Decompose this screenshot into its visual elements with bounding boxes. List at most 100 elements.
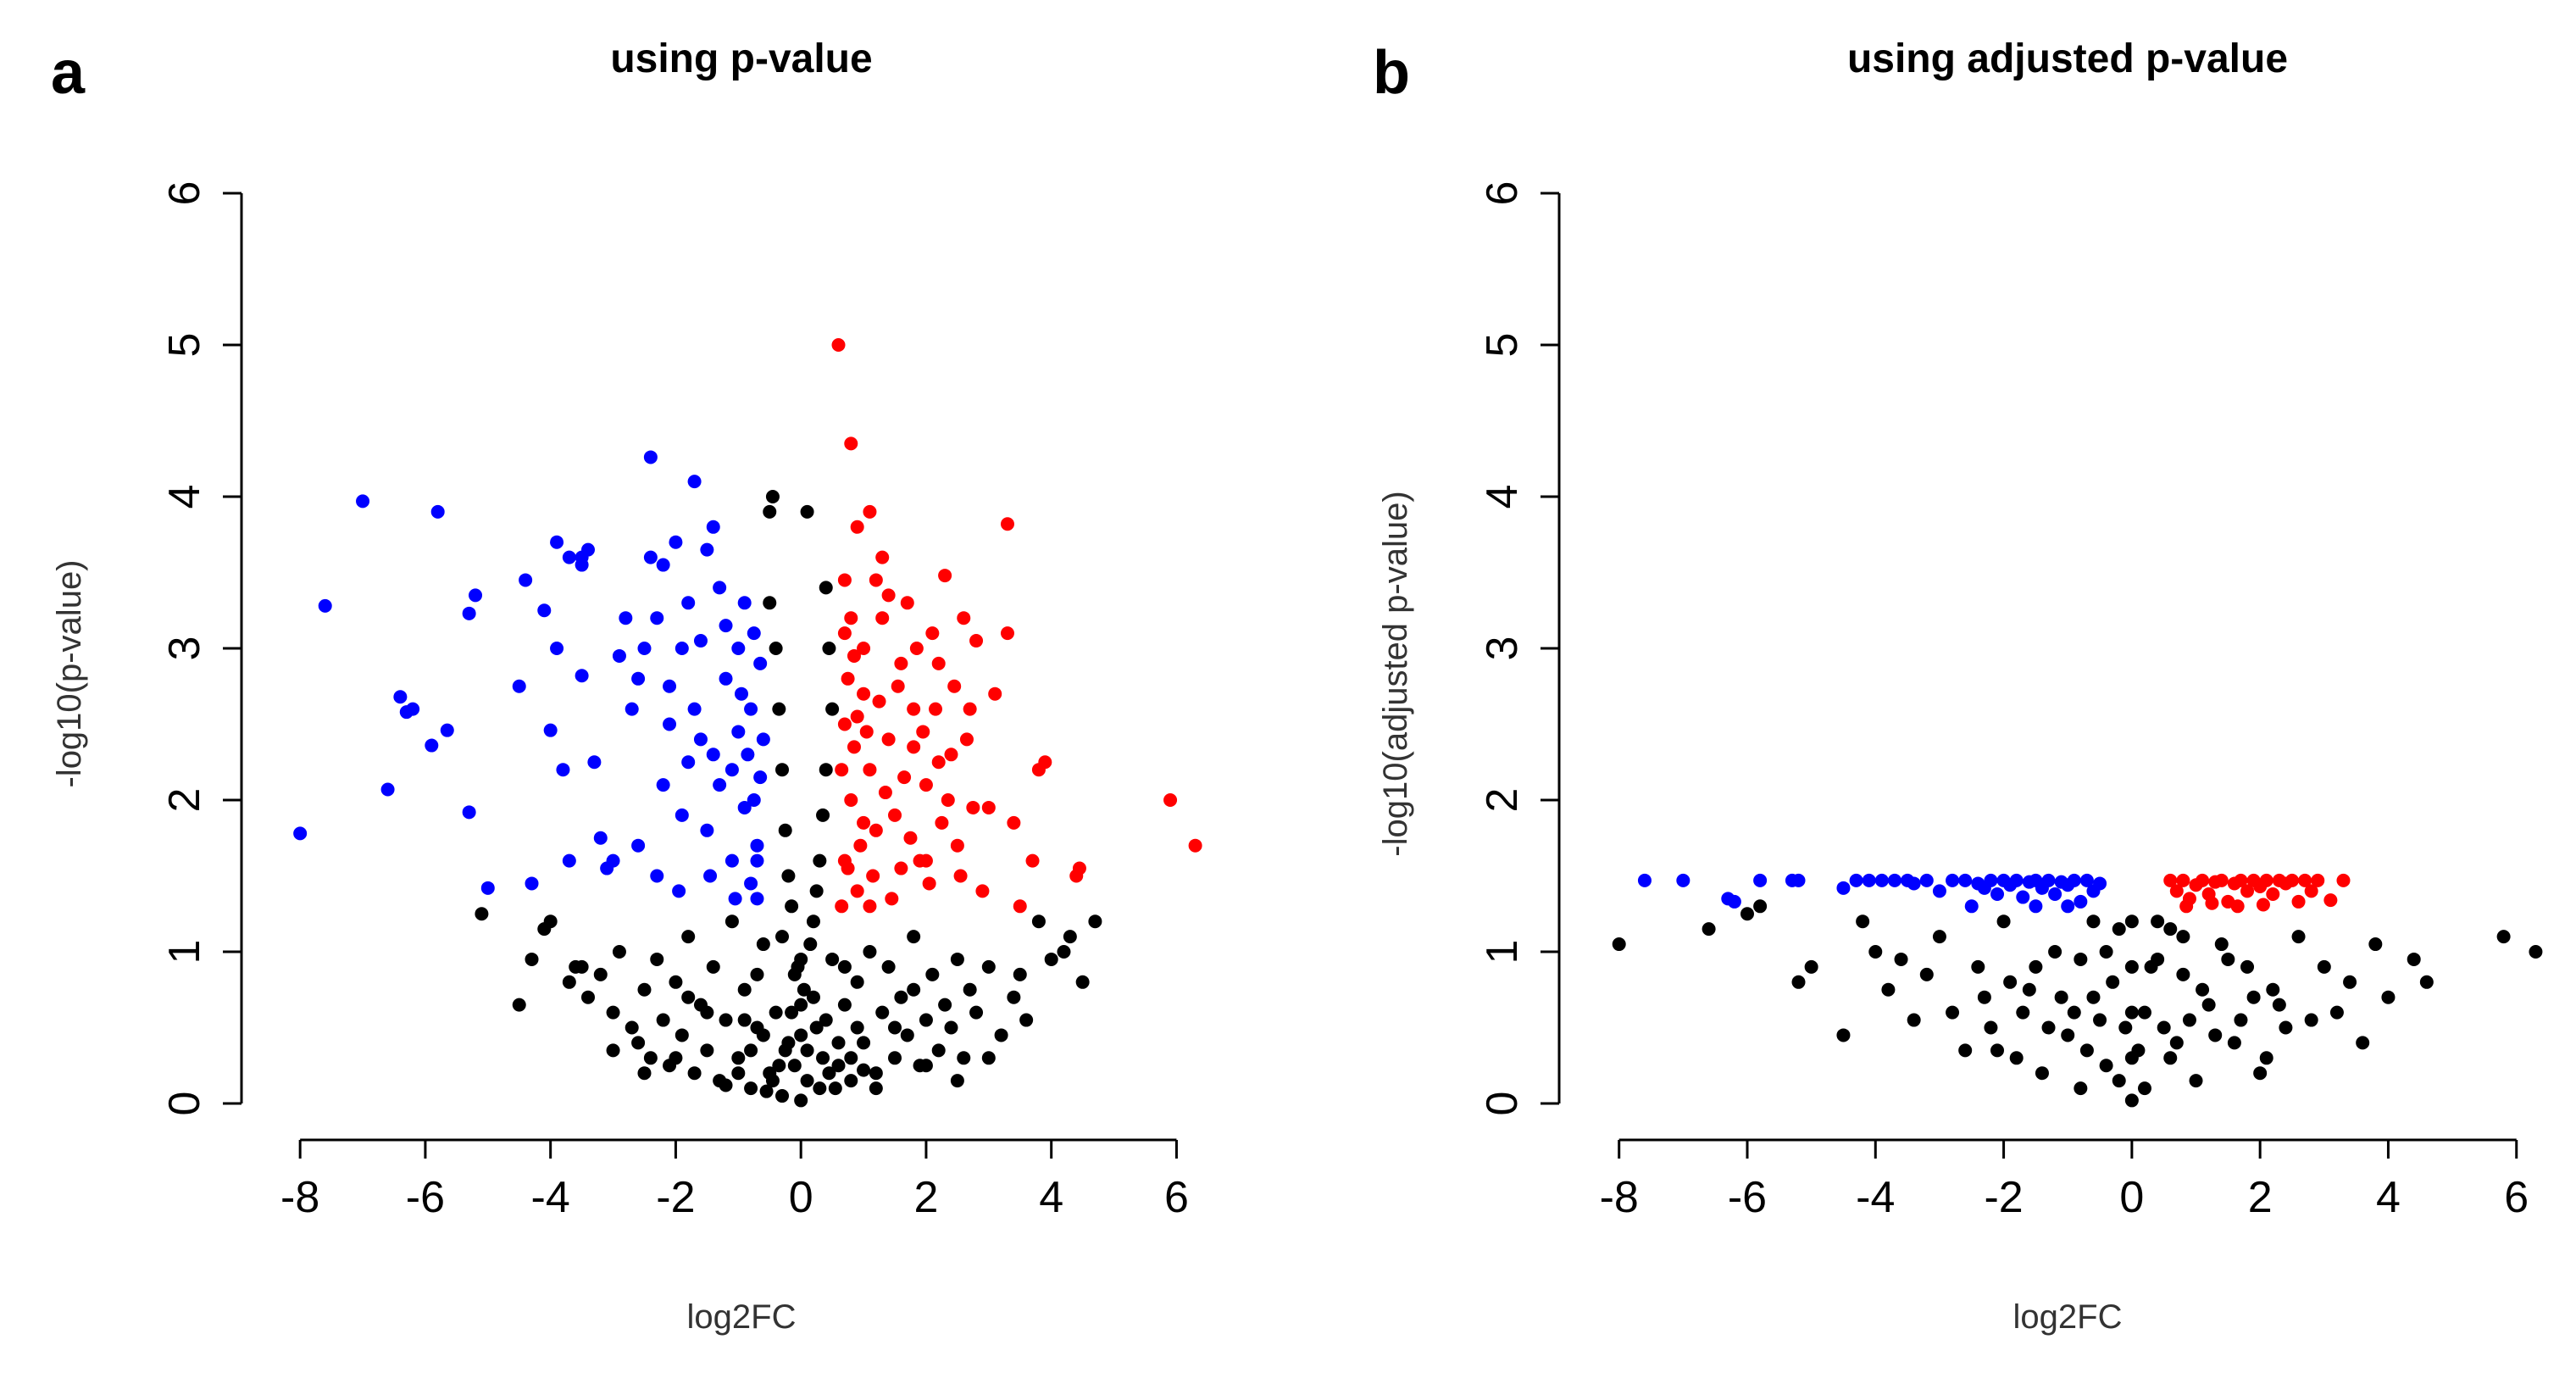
data-point-ns — [569, 959, 583, 974]
data-point-ns — [2009, 1051, 2024, 1065]
data-point-down — [440, 723, 454, 737]
data-point-down — [700, 542, 714, 557]
data-point-ns — [737, 982, 752, 997]
data-point-ns — [525, 952, 539, 966]
data-point-ns — [700, 1043, 714, 1058]
x-tick-label: -2 — [656, 1173, 695, 1222]
data-point-ns — [2137, 1081, 2151, 1096]
data-point-up — [835, 899, 849, 914]
data-point-ns — [775, 763, 790, 777]
data-point-up — [2259, 873, 2273, 887]
data-point-up — [1163, 793, 1178, 807]
data-point-ns — [857, 1063, 871, 1077]
data-point-down — [1849, 873, 1863, 887]
data-point-ns — [637, 1066, 652, 1081]
data-point-up — [922, 876, 936, 891]
data-point-up — [907, 740, 921, 754]
data-point-ns — [1881, 982, 1896, 997]
data-point-up — [875, 550, 890, 564]
data-point-down — [656, 778, 670, 792]
data-point-up — [929, 702, 943, 716]
data-point-ns — [543, 914, 558, 929]
panel-a-title: using p-value — [610, 36, 872, 81]
data-point-down — [469, 588, 483, 603]
data-point-up — [2291, 894, 2306, 909]
data-point-ns — [2246, 990, 2261, 1004]
y-tick-label: 1 — [1478, 940, 1527, 964]
data-point-up — [869, 823, 883, 837]
x-tick-label: -8 — [1600, 1173, 1639, 1222]
data-point-ns — [2106, 975, 2120, 989]
data-point-down — [2067, 873, 2081, 887]
data-point-ns — [719, 1013, 733, 1027]
data-point-down — [731, 725, 746, 739]
data-point-down — [731, 642, 746, 655]
data-point-ns — [612, 945, 626, 959]
data-point-up — [1188, 838, 1202, 853]
data-point-ns — [2035, 1066, 2049, 1081]
data-point-ns — [778, 823, 792, 837]
data-point-down — [537, 603, 552, 618]
data-point-ns — [643, 1051, 658, 1065]
data-point-down — [2016, 890, 2030, 904]
panel-a-axes: -8 -6 -4 -2 0 2 4 6 0 1 2 3 4 5 6 — [160, 181, 1189, 1222]
data-point-up — [900, 596, 914, 610]
data-point-ns — [2381, 990, 2396, 1004]
data-point-ns — [869, 1081, 883, 1096]
data-point-ns — [2189, 1074, 2203, 1088]
data-point-ns — [769, 1005, 783, 1020]
data-point-ns — [631, 1036, 646, 1050]
x-tick-label: 6 — [2504, 1173, 2529, 1222]
data-point-down — [750, 853, 764, 868]
data-point-up — [885, 892, 899, 906]
data-point-down — [406, 702, 420, 716]
data-point-down — [650, 869, 664, 883]
data-point-down — [735, 686, 748, 701]
data-point-down — [581, 542, 595, 557]
data-point-ns — [800, 1043, 814, 1058]
data-point-up — [872, 694, 886, 709]
data-point-ns — [816, 1051, 830, 1065]
data-point-down — [713, 778, 727, 792]
data-point-down — [2048, 887, 2062, 901]
data-point-ns — [756, 937, 770, 952]
data-point-ns — [750, 967, 764, 981]
data-point-down — [675, 642, 689, 655]
data-point-up — [969, 634, 984, 648]
data-point-down — [1862, 873, 1876, 887]
y-tick-label: 4 — [160, 485, 209, 509]
data-point-down — [575, 558, 589, 572]
data-point-up — [957, 611, 971, 625]
data-point-up — [844, 436, 858, 451]
data-point-up — [931, 755, 946, 770]
data-point-ns — [2163, 1051, 2178, 1065]
data-point-ns — [700, 1005, 714, 1020]
data-point-down — [430, 504, 445, 519]
data-point-ns — [1791, 975, 1806, 989]
data-point-up — [894, 861, 908, 875]
data-point-up — [966, 800, 980, 814]
data-point-down — [753, 770, 768, 785]
data-point-ns — [769, 642, 783, 655]
panel-b-letter: b — [1373, 39, 1410, 107]
data-point-down — [2093, 876, 2107, 891]
data-point-up — [919, 778, 933, 792]
data-point-down — [1958, 873, 1973, 887]
data-point-down — [550, 535, 564, 549]
data-point-down — [462, 606, 476, 620]
data-point-up — [916, 725, 930, 739]
data-point-ns — [2124, 1005, 2139, 1020]
data-point-down — [1727, 894, 1741, 909]
data-point-ns — [2054, 990, 2068, 1004]
data-point-down — [525, 876, 539, 891]
data-point-ns — [850, 975, 864, 989]
data-point-up — [959, 732, 974, 747]
data-point-ns — [828, 1081, 842, 1096]
data-point-ns — [2041, 1020, 2056, 1035]
data-point-ns — [787, 1059, 802, 1073]
data-point-down — [693, 634, 708, 648]
x-tick-label: 2 — [2248, 1173, 2273, 1222]
data-point-ns — [813, 853, 827, 868]
data-point-down — [1907, 876, 1921, 891]
